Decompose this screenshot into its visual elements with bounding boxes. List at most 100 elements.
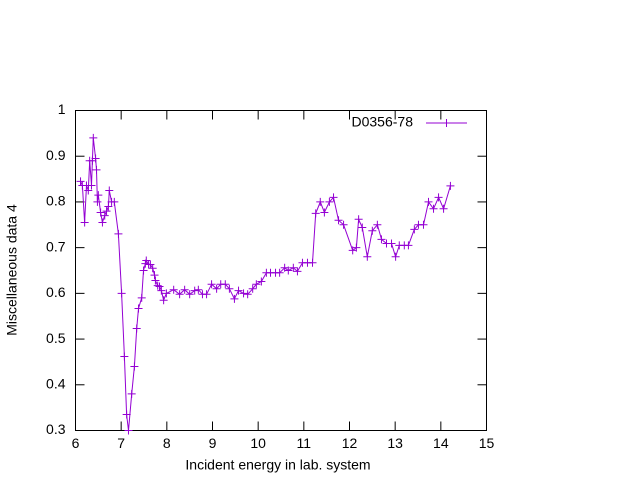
data-point — [275, 268, 284, 277]
data-point — [84, 186, 93, 195]
data-point — [190, 286, 199, 295]
data-point — [419, 220, 428, 229]
legend-label: D0356-78 — [352, 114, 414, 130]
y-axis-label: Miscellaneous data 4 — [4, 204, 20, 336]
data-point — [320, 208, 329, 217]
data-point — [102, 207, 111, 216]
x-axis-label: Incident energy in lab. system — [185, 457, 370, 473]
data-point — [221, 280, 230, 289]
data-point — [289, 263, 298, 272]
data-point — [87, 181, 96, 190]
data-point — [96, 208, 105, 217]
data-point — [234, 286, 243, 295]
data-point — [358, 223, 367, 232]
x-tick-label: 7 — [117, 435, 125, 451]
data-point — [424, 197, 433, 206]
data-point — [124, 426, 133, 435]
data-point — [94, 191, 103, 200]
data-point — [434, 193, 443, 202]
data-point — [127, 389, 136, 398]
x-tick-label: 6 — [72, 435, 80, 451]
data-point — [316, 197, 325, 206]
data-point — [368, 226, 377, 235]
data-point — [117, 289, 126, 298]
data-point — [76, 177, 85, 186]
data-point — [142, 256, 151, 265]
data-point — [132, 324, 141, 333]
data-point — [162, 289, 171, 298]
data-point — [387, 239, 396, 248]
data-point — [104, 202, 113, 211]
data-point — [151, 276, 160, 285]
data-point — [92, 165, 101, 174]
data-point — [120, 352, 129, 361]
data-point — [446, 181, 455, 190]
data-point — [169, 285, 178, 294]
data-point — [308, 258, 317, 267]
data-point — [225, 284, 234, 293]
y-tick-label: 0.7 — [46, 238, 66, 254]
data-point — [325, 197, 334, 206]
data-point — [239, 289, 248, 298]
data-point — [248, 284, 257, 293]
x-tick-label: 14 — [433, 435, 449, 451]
data-point — [243, 290, 252, 299]
data-point — [293, 267, 302, 276]
x-tick-label: 15 — [479, 435, 495, 451]
data-point — [180, 285, 189, 294]
data-point — [157, 286, 166, 295]
data-point — [410, 225, 419, 234]
data-point — [98, 218, 107, 227]
data-point — [354, 215, 363, 224]
data-point — [134, 304, 143, 313]
data-point — [212, 284, 221, 293]
data-point — [363, 252, 372, 261]
data-point — [114, 229, 123, 238]
data-point — [329, 193, 338, 202]
x-tick-label: 11 — [297, 435, 312, 451]
data-point — [110, 197, 119, 206]
data-point — [139, 266, 148, 275]
y-tick-label: 0.8 — [46, 193, 66, 209]
data-point — [404, 241, 413, 250]
data-point — [91, 154, 100, 163]
data-point — [284, 266, 293, 275]
data-point — [230, 294, 239, 303]
data-point — [352, 243, 361, 252]
legend-marker — [442, 119, 451, 127]
y-tick-label: 0.9 — [46, 147, 66, 163]
data-point — [194, 285, 203, 294]
data-point — [159, 296, 168, 305]
data-point — [89, 133, 98, 142]
x-tick-label: 9 — [209, 435, 217, 451]
data-point — [150, 271, 159, 280]
data-point — [148, 264, 157, 273]
y-tick-label: 0.3 — [46, 421, 66, 437]
data-point — [153, 281, 162, 290]
data-point — [373, 220, 382, 229]
x-tick-label: 12 — [342, 435, 358, 451]
data-point — [100, 211, 109, 220]
data-point — [311, 209, 320, 218]
data-point — [207, 280, 216, 289]
y-tick-label: 0.4 — [46, 375, 66, 391]
data-point — [155, 282, 164, 291]
x-tick-label: 8 — [163, 435, 171, 451]
data-point — [105, 186, 114, 195]
data-point — [130, 362, 139, 371]
data-point — [137, 293, 146, 302]
data-point — [334, 216, 343, 225]
data-point — [252, 280, 261, 289]
data-point — [339, 220, 348, 229]
data-point — [439, 204, 448, 213]
data-point — [122, 410, 131, 419]
data-point — [185, 290, 194, 299]
data-point — [257, 277, 266, 286]
x-tick-label: 13 — [387, 435, 403, 451]
y-tick-label: 0.6 — [46, 284, 66, 300]
data-point — [80, 218, 89, 227]
data-point — [141, 259, 150, 268]
data-point — [391, 252, 400, 261]
